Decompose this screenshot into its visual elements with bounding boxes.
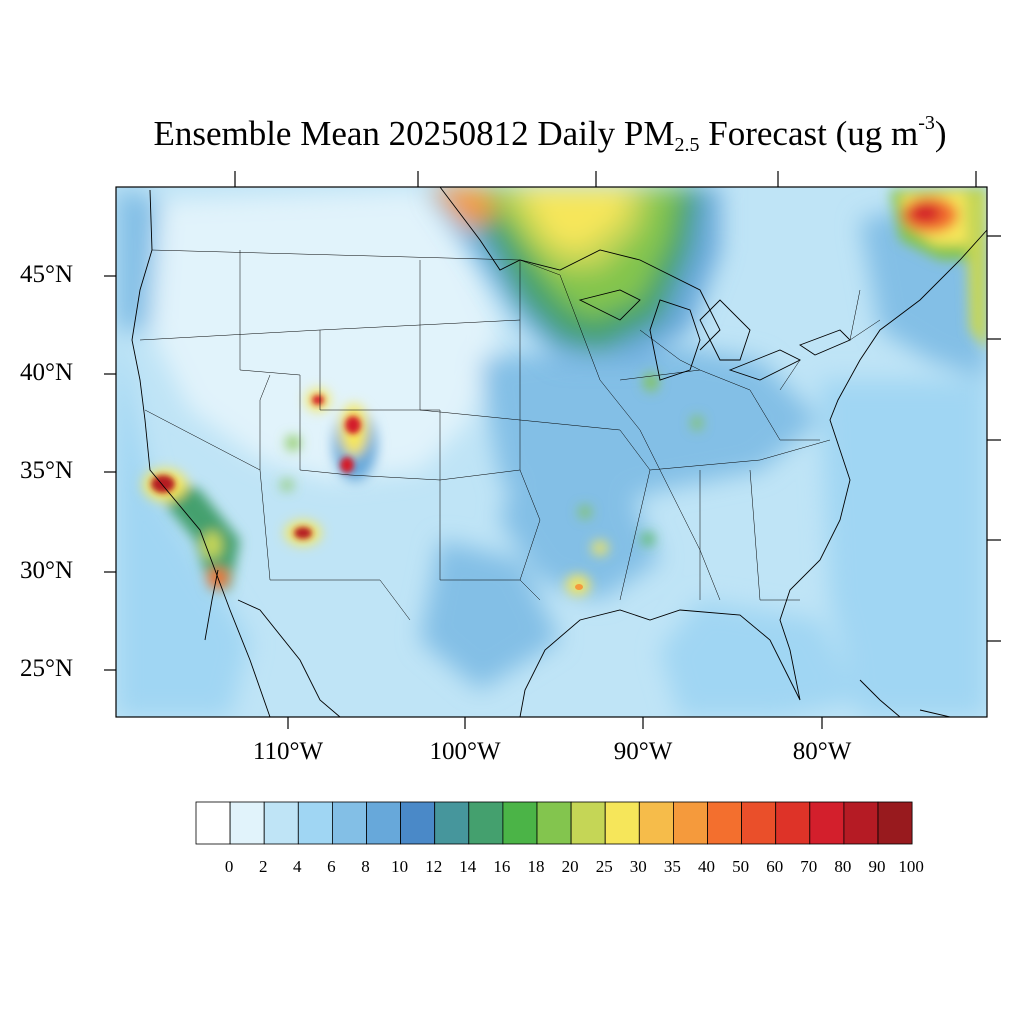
colorbar-tick-label: 4 <box>293 857 302 876</box>
colorbar-swatch <box>502 801 538 845</box>
lat-label-25n: 25°N <box>20 655 74 682</box>
lon-label-90w: 90°W <box>613 738 673 765</box>
colorbar-tick-label: 18 <box>527 857 545 876</box>
colorbar-tick-label: 16 <box>493 857 511 876</box>
map-field <box>116 187 987 717</box>
colorbar-tick-label: 10 <box>391 857 409 876</box>
map-title: Ensemble Mean 20250812 Daily PM2.5 Forec… <box>0 112 1024 157</box>
map-frame <box>115 186 988 718</box>
colorbar-tick-label: 6 <box>327 857 336 876</box>
quebec-smoke-plume <box>890 187 987 350</box>
colorbar-swatch <box>809 801 845 845</box>
colorbar-swatch <box>638 801 674 845</box>
colorbar-swatch <box>400 801 436 845</box>
lat-label-30n: 30°N <box>20 557 74 584</box>
colorbar-tick-label: 100 <box>898 857 924 876</box>
canada-smoke-plume <box>430 187 720 360</box>
colorbar-swatch <box>673 801 708 845</box>
colorbar-tick-label: 0 <box>224 857 234 876</box>
colorbar-swatch <box>263 801 299 845</box>
colorbar-tick-label: 50 <box>732 857 750 876</box>
colorbar-swatch <box>331 801 367 845</box>
title-text: Ensemble Mean 20250812 Daily PM <box>153 114 675 153</box>
colorbar-swatch <box>843 801 879 845</box>
title-close: ) <box>934 114 947 153</box>
low-concentration-regions <box>116 187 987 717</box>
colorbar-swatch <box>297 801 333 845</box>
colorbar-tick-label: 2 <box>258 857 268 876</box>
lat-label-45n: 45°N <box>20 261 74 288</box>
colorbar-tick-label: 40 <box>698 857 715 876</box>
axis-ticks <box>104 171 1001 729</box>
lon-label-110w: 110°W <box>252 738 324 765</box>
colorbar-tick-label: 14 <box>459 857 477 876</box>
colorbar-tick-label: 90 <box>868 857 886 876</box>
colorbar-swatch <box>604 801 640 845</box>
colorbar-swatch <box>877 801 913 845</box>
colorbar-tick-label: 20 <box>561 857 579 876</box>
colorbar-swatch <box>434 801 470 845</box>
colorbar-tick-label: 80 <box>834 857 852 876</box>
colorbar-tick-label: 12 <box>425 857 443 876</box>
colorbar-tick-label: 30 <box>629 857 647 876</box>
colorbar-swatch <box>775 801 811 845</box>
colorbar-swatch <box>468 801 504 845</box>
lon-label-100w: 100°W <box>429 738 501 765</box>
colorbar-swatch <box>366 801 401 845</box>
lat-label-35n: 35°N <box>20 457 74 484</box>
colorbar-tick-label: 25 <box>595 857 613 876</box>
colorbar-swatch <box>195 801 231 845</box>
lat-label-40n: 40°N <box>20 359 74 386</box>
colorbar-swatch <box>707 801 742 845</box>
fire-hotspots <box>143 373 702 595</box>
colorbar-swatch <box>741 801 777 845</box>
title-subscript: 2.5 <box>674 134 700 156</box>
colorbar-tick-label: 35 <box>663 857 681 876</box>
lon-label-80w: 80°W <box>792 738 852 765</box>
colorbar-tick-label: 8 <box>361 857 370 876</box>
colorbar-swatch <box>229 801 265 845</box>
colorbar-tick-label: 60 <box>766 857 784 876</box>
title-superscript: -3 <box>918 112 935 134</box>
title-units: Forecast (ug m <box>699 114 919 153</box>
colorbar-swatch <box>570 801 606 845</box>
state-borders <box>139 249 881 621</box>
colorbar-swatch <box>536 801 572 845</box>
colorbar-tick-label: 70 <box>800 857 818 876</box>
